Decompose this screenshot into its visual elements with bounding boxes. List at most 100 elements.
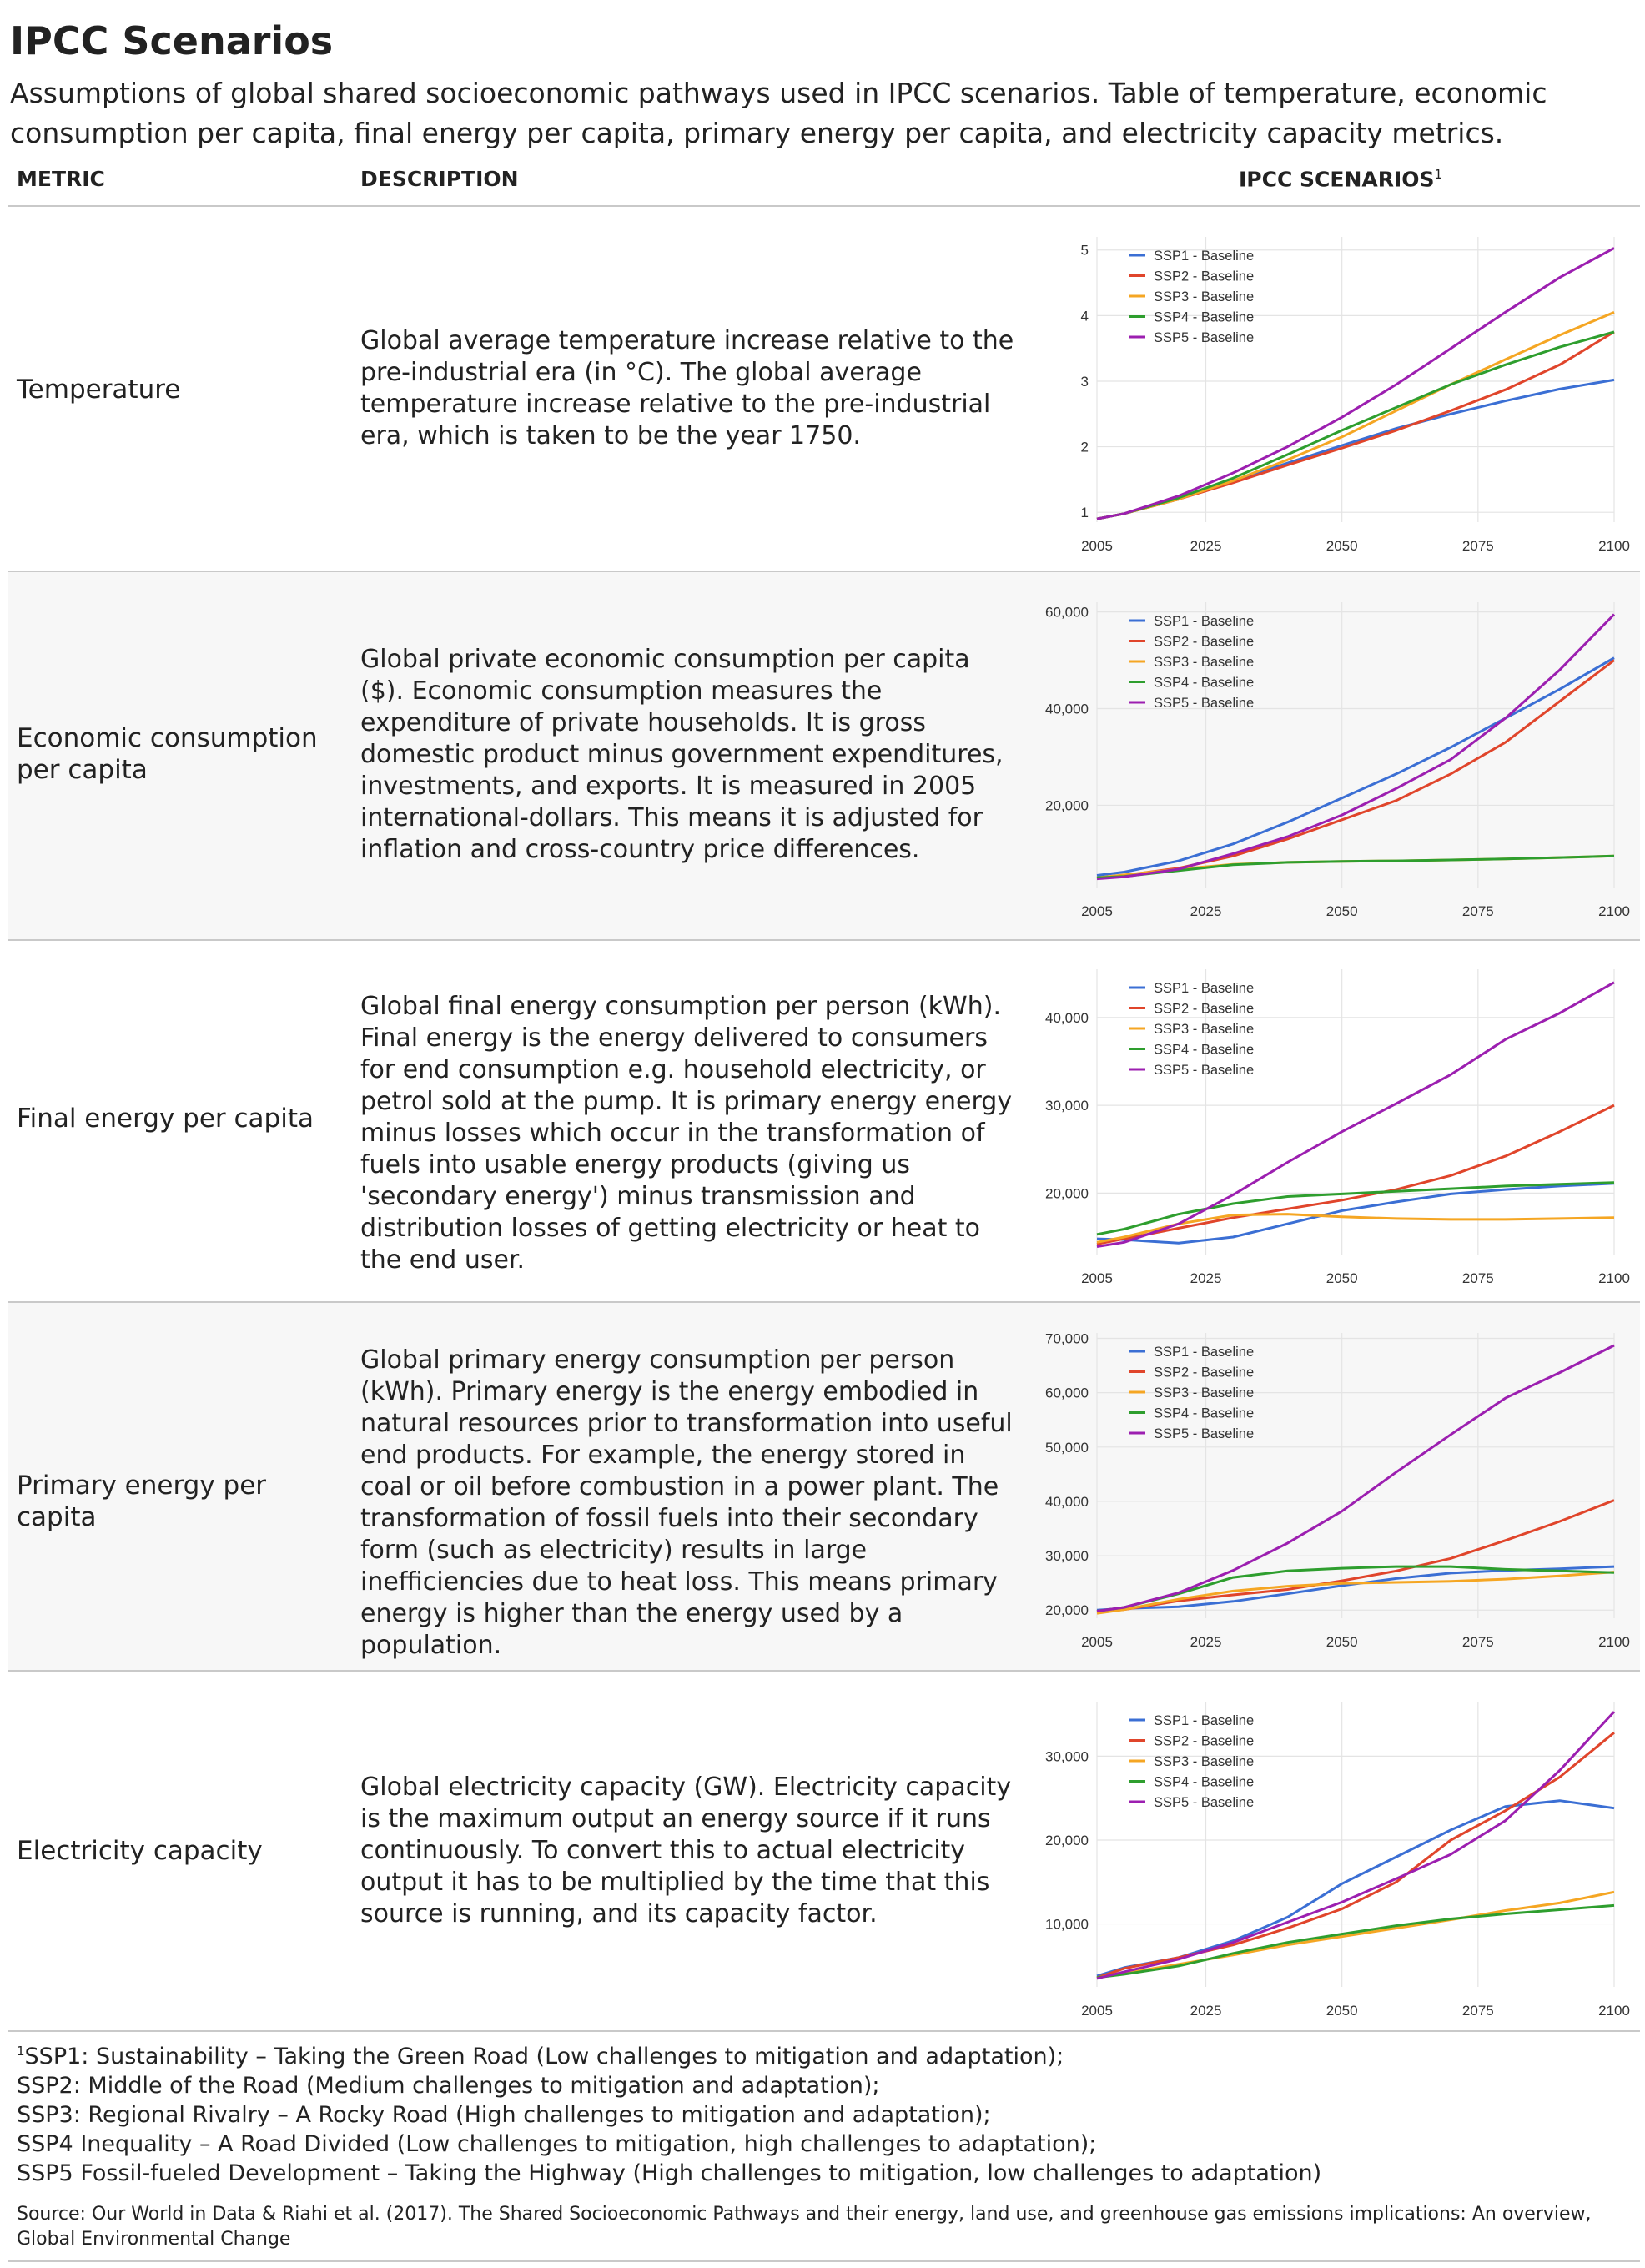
legend-label: SSP2 - Baseline	[1154, 269, 1254, 284]
chart-economic-consumption-svg: 2005 2025 2050 2075 2100 20,000 40,000 60,000 SS…	[1045, 602, 1630, 919]
y-tick-label: 10,000	[1045, 1917, 1089, 1933]
chart-final-energy-svg: 2005 2025 2050 2075 2100 20,000 30,000 40,000 SS…	[1045, 969, 1630, 1286]
table-row-temperature: Temperature Global average temperature i…	[8, 207, 1640, 571]
metric-label: Electricity capacity	[17, 1836, 263, 1866]
header-rule	[8, 205, 1640, 207]
y-tick-label: 60,000	[1045, 1385, 1089, 1401]
chart-primary-energy: 2005 2025 2050 2075 2100 20,000 30,000 40,000 50…	[1030, 1323, 1639, 1657]
legend-label: SSP2 - Baseline	[1154, 635, 1254, 650]
y-tick-label: 40,000	[1045, 1010, 1089, 1026]
table-row-final-energy: Final energy per capita Global final ene…	[8, 941, 1640, 1301]
metric-label: Economic consumption per capita	[17, 723, 318, 785]
y-tick-label: 3	[1081, 374, 1089, 390]
series-line-ssp2	[1096, 1104, 1615, 1245]
series-line-ssp3	[1096, 1571, 1615, 1615]
legend-label: SSP3 - Baseline	[1154, 655, 1254, 670]
source-citation: Source: Our World in Data & Riahi et al.…	[17, 2204, 1592, 2250]
x-tick-label: 2100	[1598, 1634, 1630, 1650]
x-tick-label: 2005	[1081, 903, 1113, 919]
legend-label: SSP4 - Baseline	[1154, 1406, 1254, 1421]
series-line-ssp4	[1096, 1181, 1615, 1236]
series-line-ssp5	[1096, 247, 1615, 520]
x-tick-label: 2100	[1598, 2003, 1630, 2019]
page-title: IPCC Scenarios	[10, 18, 334, 63]
legend-label: SSP1 - Baseline	[1154, 981, 1254, 996]
chart-final-energy: 2005 2025 2050 2075 2100 20,000 30,000 40,000 SS…	[1030, 959, 1639, 1293]
y-tick-label: 1	[1081, 505, 1089, 520]
y-tick-label: 20,000	[1045, 1833, 1089, 1848]
series-line-ssp5	[1096, 1711, 1616, 1980]
series-line-ssp4	[1096, 854, 1615, 879]
chart-temperature: 2005 2025 2050 2075 2100 1 2 3 4 5 SSP1 - Baseline…	[1030, 227, 1639, 561]
footnote: 1SSP1: Sustainability – Taking the Green…	[17, 2037, 1321, 2188]
chart-temperature-svg: 2005 2025 2050 2075 2100 1 2 3 4 5 SSP1 - Baseline…	[1081, 237, 1630, 554]
y-tick-label: 4	[1081, 308, 1089, 324]
x-tick-label: 2025	[1190, 2003, 1222, 2019]
x-tick-label: 2075	[1462, 1270, 1494, 1286]
x-tick-label: 2075	[1462, 538, 1494, 554]
x-tick-label: 2050	[1326, 1270, 1358, 1286]
legend-label: SSP4 - Baseline	[1154, 310, 1254, 325]
table-row-primary-energy: Primary energy per capita Global primary…	[8, 1303, 1640, 1670]
legend-label: SSP5 - Baseline	[1154, 1063, 1254, 1078]
legend-label: SSP5 - Baseline	[1154, 696, 1254, 711]
x-tick-label: 2025	[1190, 1634, 1222, 1650]
legend-label: SSP5 - Baseline	[1154, 1426, 1254, 1441]
chart-electricity-capacity: 2005 2025 2050 2075 2100 10,000 20,000 30,000 SS…	[1030, 1692, 1639, 2025]
column-header-scenarios-label: IPCC SCENARIOS	[1239, 167, 1435, 192]
x-tick-label: 2050	[1326, 1634, 1358, 1650]
metric-label: Primary energy per capita	[17, 1471, 267, 1532]
y-tick-label: 30,000	[1045, 1548, 1089, 1564]
footer-rule	[8, 2260, 1640, 2262]
series-line-ssp1	[1096, 1182, 1615, 1245]
x-tick-label: 2025	[1190, 538, 1222, 554]
table-row-electricity-capacity: Electricity capacity Global electricity …	[8, 1672, 1640, 2030]
row-rule	[8, 571, 1640, 572]
legend-label: SSP4 - Baseline	[1154, 676, 1254, 691]
x-tick-label: 2005	[1081, 1270, 1113, 1286]
footnote-marker: 1	[17, 2044, 25, 2059]
chart-electricity-capacity-svg: 2005 2025 2050 2075 2100 10,000 20,000 30,000 SS…	[1045, 1702, 1630, 2019]
row-rule	[8, 1670, 1640, 1672]
x-tick-label: 2075	[1462, 903, 1494, 919]
row-rule	[8, 2030, 1640, 2032]
chart-economic-consumption: 2005 2025 2050 2075 2100 20,000 40,000 60,000 SS…	[1030, 592, 1639, 926]
y-tick-label: 30,000	[1045, 1098, 1089, 1114]
metric-description: Global primary energy consumption per pe…	[360, 1345, 1013, 1660]
legend-label: SSP1 - Baseline	[1154, 1713, 1254, 1728]
y-tick-label: 2	[1081, 440, 1089, 455]
footnote-line: SSP2: Middle of the Road (Medium challen…	[17, 2073, 880, 2099]
y-tick-label: 20,000	[1045, 1185, 1089, 1201]
series-line-ssp1	[1096, 1799, 1615, 1978]
x-tick-label: 2025	[1190, 903, 1222, 919]
legend-label: SSP3 - Baseline	[1154, 289, 1254, 304]
y-tick-label: 5	[1081, 243, 1089, 259]
series-line-ssp4	[1096, 330, 1615, 520]
x-tick-label: 2050	[1326, 2003, 1358, 2019]
series-line-ssp5	[1096, 981, 1615, 1248]
x-tick-label: 2075	[1462, 1634, 1494, 1650]
y-tick-label: 20,000	[1045, 797, 1089, 813]
page-subtitle: Assumptions of global shared socioeconom…	[10, 77, 1547, 149]
metric-label: Temperature	[17, 375, 181, 405]
series-line-ssp4	[1096, 1565, 1615, 1612]
legend-label: SSP3 - Baseline	[1154, 1022, 1254, 1037]
legend-label: SSP2 - Baseline	[1154, 1002, 1254, 1017]
row-rule	[8, 1301, 1640, 1303]
column-header-metric: METRIC	[17, 167, 105, 191]
x-tick-label: 2050	[1326, 538, 1358, 554]
series-line-ssp5	[1096, 613, 1616, 881]
metric-label: Final energy per capita	[17, 1104, 314, 1134]
footnote-line: SSP5 Fossil-fueled Development – Taking …	[17, 2160, 1322, 2186]
column-header-footnote-marker: 1	[1434, 167, 1443, 182]
legend-label: SSP2 - Baseline	[1154, 1365, 1254, 1380]
y-tick-label: 50,000	[1045, 1440, 1089, 1456]
legend-label: SSP2 - Baseline	[1154, 1734, 1254, 1749]
column-header-scenarios: IPCC SCENARIOS1	[1239, 167, 1442, 200]
series-line-ssp4	[1096, 1903, 1615, 1979]
series-line-ssp1	[1096, 1565, 1615, 1612]
footnote-line: 1SSP1: Sustainability – Taking the Green…	[17, 2037, 1321, 2071]
x-tick-label: 2050	[1326, 903, 1358, 919]
legend-label: SSP1 - Baseline	[1154, 1345, 1254, 1360]
series-line-ssp2	[1096, 659, 1615, 879]
